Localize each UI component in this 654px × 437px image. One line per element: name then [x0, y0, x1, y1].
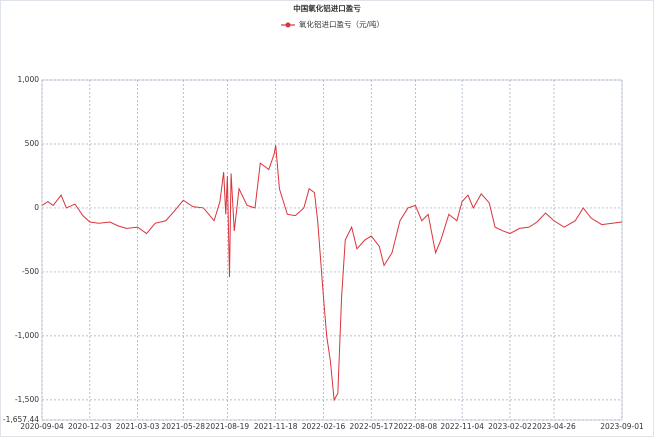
y-tick-label: 1,000: [18, 75, 40, 84]
x-tick-label: 2023-04-26: [532, 422, 576, 431]
x-tick-label: 2023-02-02: [488, 422, 532, 431]
legend-marker: [285, 22, 291, 28]
y-tick-label: -1,657.44: [3, 415, 39, 424]
x-tick-label: 2021-05-28: [161, 422, 205, 431]
x-tick-label: 2022-02-16: [302, 422, 346, 431]
x-tick-label: 2020-09-04: [20, 422, 64, 431]
x-tick-label: 2022-05-17: [350, 422, 394, 431]
y-tick-label: 500: [25, 139, 40, 148]
x-tick-label: 2021-08-19: [206, 422, 250, 431]
x-tick-label: 2022-11-04: [440, 422, 484, 431]
y-tick-label: -1,500: [15, 395, 39, 404]
chart-title: 中国氧化铝进口盈亏: [293, 3, 361, 13]
x-tick-label: 2023-09-01: [600, 422, 644, 431]
y-tick-label: 0: [34, 203, 39, 212]
x-tick-label: 2021-11-18: [254, 422, 298, 431]
x-tick-label: 2020-12-03: [68, 422, 112, 431]
legend-label: 氧化铝进口盈亏（元/吨）: [299, 19, 384, 29]
data-line: [41, 145, 623, 402]
x-tick-label: 2021-03-03: [116, 422, 160, 431]
y-tick-label: -500: [22, 267, 39, 276]
y-tick-label: -1,000: [15, 331, 39, 340]
x-tick-label: 2022-08-08: [394, 422, 438, 431]
